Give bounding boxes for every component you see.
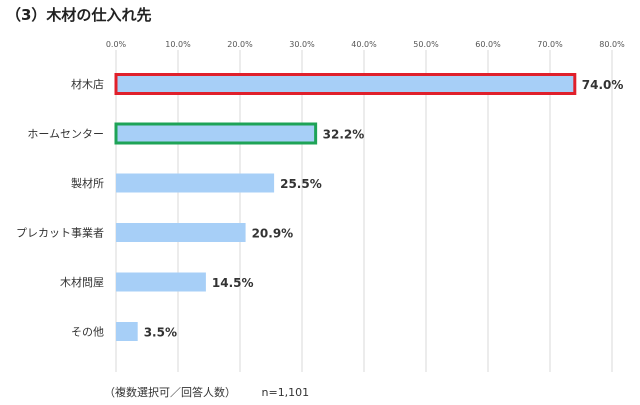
x-tick-label: 40.0% (351, 40, 377, 49)
x-tick-label: 0.0% (106, 40, 127, 49)
chart-title: （3）木材の仕入れ先 (6, 6, 152, 24)
bar (116, 173, 275, 193)
x-tick-label: 80.0% (599, 40, 625, 49)
data-label: 14.5% (212, 276, 254, 290)
category-label: 製材所 (71, 176, 104, 190)
bar (116, 223, 246, 242)
category-label: 材木店 (71, 77, 104, 91)
x-tick-label: 60.0% (475, 40, 501, 49)
x-tick-label: 70.0% (537, 40, 563, 49)
bar (116, 322, 138, 341)
category-label: その他 (71, 326, 104, 339)
data-label: 25.5% (280, 177, 322, 191)
bar (116, 272, 206, 292)
data-label: 20.9% (252, 227, 294, 241)
x-tick-label: 20.0% (227, 40, 253, 49)
footnote-note: （複数選択可／回答人数） (104, 386, 236, 399)
bar (114, 73, 577, 95)
category-label: ホームセンター (27, 128, 104, 141)
x-tick-label: 10.0% (165, 40, 191, 49)
x-tick-label: 50.0% (413, 40, 439, 49)
bar (114, 122, 318, 145)
chart-footnote: （複数選択可／回答人数） n=1,101 (104, 384, 331, 400)
data-label: 74.0% (582, 78, 624, 92)
footnote-sample-size: n=1,101 (261, 386, 310, 399)
category-label: プレカット事業者 (16, 227, 104, 240)
data-label: 32.2% (323, 128, 365, 142)
data-label: 3.5% (144, 326, 177, 340)
x-tick-label: 30.0% (289, 40, 315, 49)
category-label: 木材問屋 (60, 275, 104, 289)
